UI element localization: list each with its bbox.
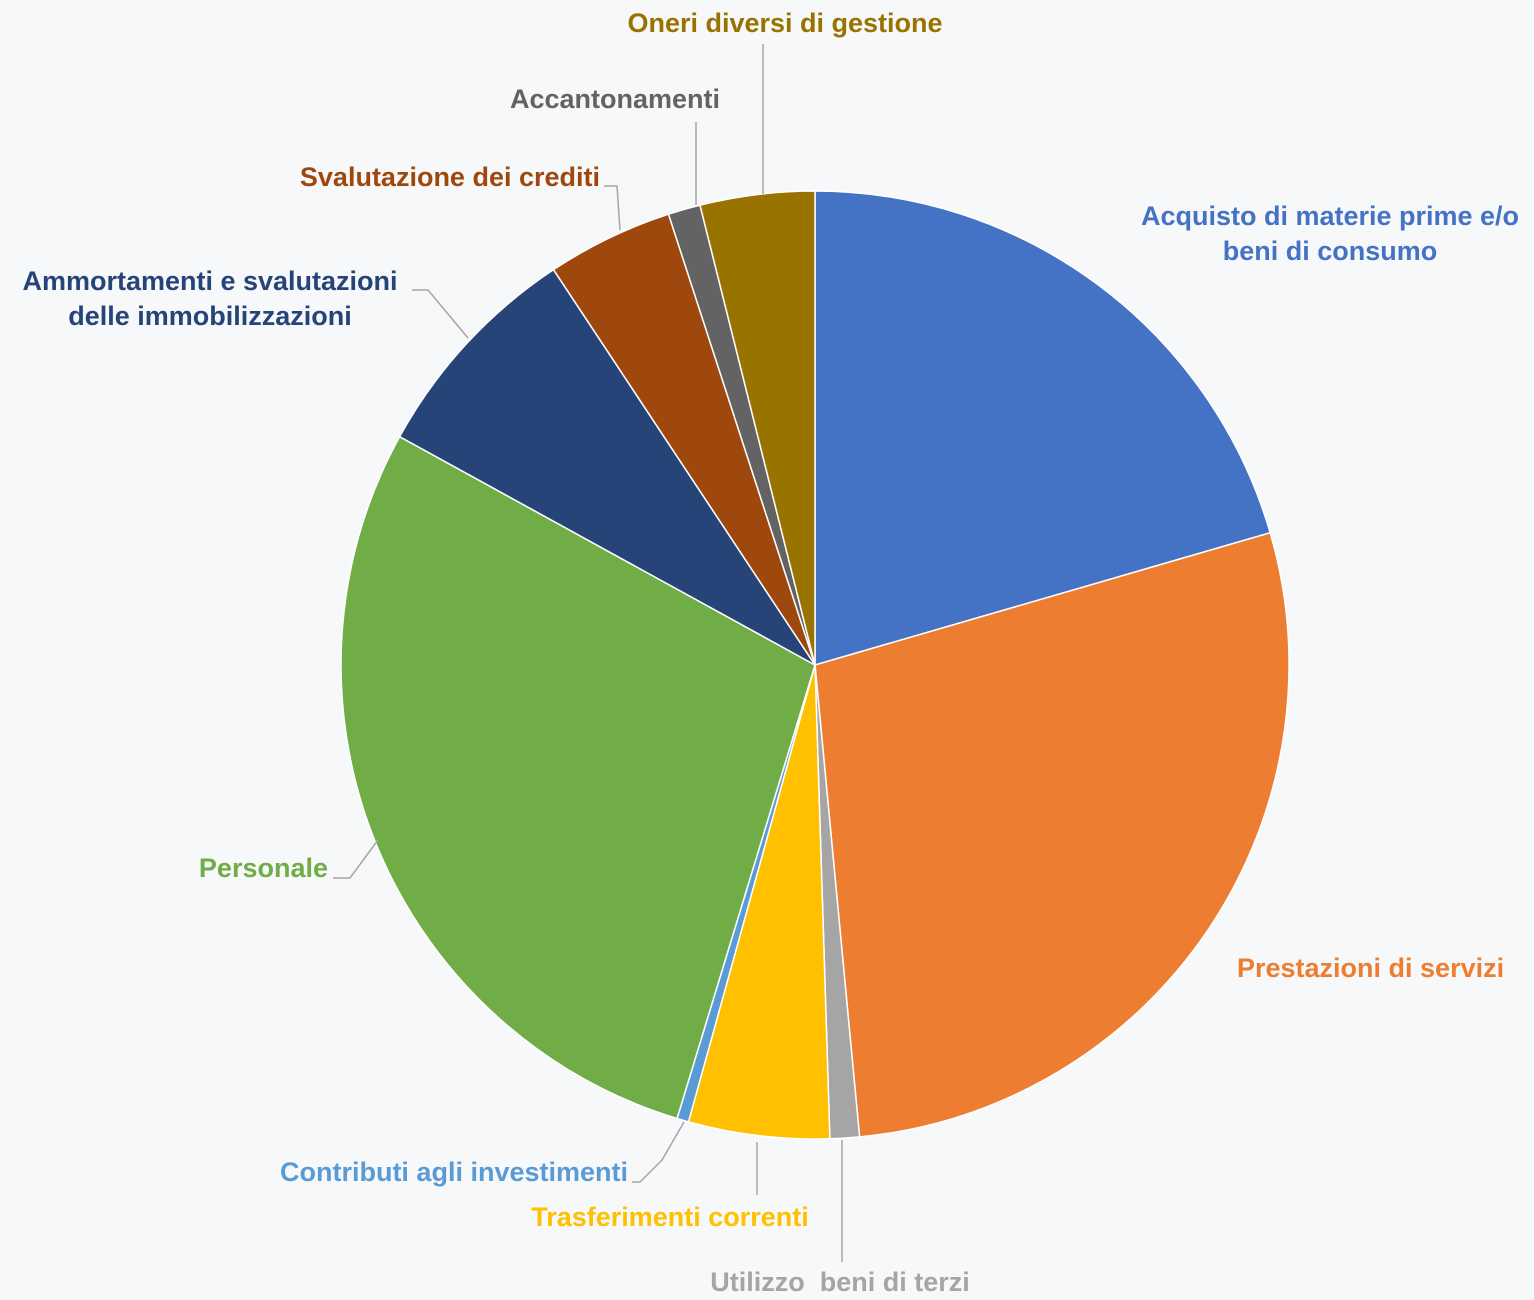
label-personale-text: Personale — [198, 853, 328, 883]
leader-line-svalutazione — [604, 185, 621, 231]
pie-slice-acquisto — [814, 190, 1272, 666]
label-accantonamenti-text: Accantonamenti — [509, 84, 721, 114]
label-personale: Personale — [160, 851, 328, 886]
label-trasferimenti-text: Trasferimenti correnti — [531, 1202, 809, 1232]
leader-line-ammortamenti — [412, 289, 469, 339]
label-prestazioni: Prestazioni di servizi — [1237, 951, 1504, 986]
pie-slice-prestazioni — [814, 531, 1290, 1138]
leader-line-contributi — [632, 1121, 685, 1183]
label-acquisto: Acquisto di materie prime e/o beni di co… — [1130, 199, 1530, 269]
label-contributi: Contributi agli investimenti — [260, 1155, 628, 1190]
label-ammortamenti-line-1: Ammortamenti e svalutazioni — [22, 266, 398, 296]
pie-slice-oneri — [699, 190, 816, 666]
label-utilizzo: Utilizzo beni di terzi — [680, 1265, 1000, 1300]
label-acquisto-line-1: Acquisto di materie prime e/o — [1140, 201, 1520, 231]
label-accantonamenti: Accantonamenti — [490, 82, 740, 117]
label-acquisto-line-2: beni di consumo — [1222, 236, 1438, 266]
label-trasferimenti: Trasferimenti correnti — [520, 1200, 820, 1235]
label-ammortamenti-line-2: delle immobilizzazioni — [68, 301, 352, 331]
label-oneri: Oneri diversi di gestione — [600, 6, 970, 41]
label-svalutazione-text: Svalutazione dei crediti — [299, 162, 600, 192]
label-svalutazione: Svalutazione dei crediti — [240, 160, 600, 195]
label-contributi-text: Contributi agli investimenti — [279, 1157, 628, 1187]
leader-line-personale — [333, 839, 379, 879]
label-oneri-text: Oneri diversi di gestione — [627, 8, 943, 38]
label-utilizzo-text: Utilizzo beni di terzi — [710, 1267, 970, 1297]
label-ammortamenti: Ammortamenti e svalutazioni delle immobi… — [10, 264, 410, 334]
label-prestazioni-text: Prestazioni di servizi — [1237, 953, 1505, 983]
pie-slice-ammortamenti — [398, 268, 816, 666]
